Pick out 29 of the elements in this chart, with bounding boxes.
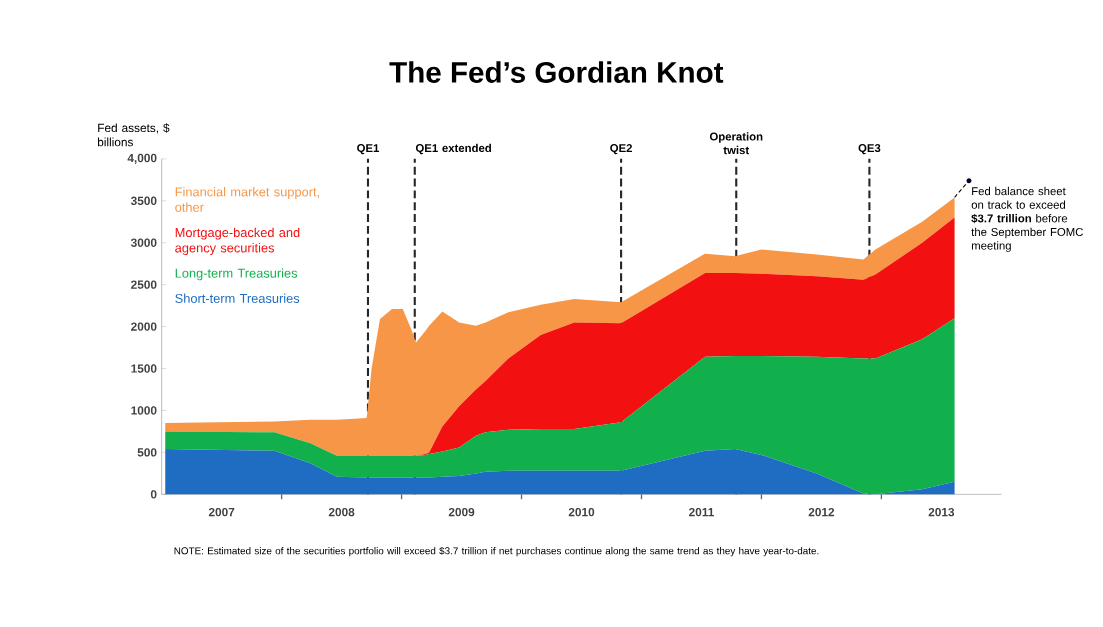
ref-line-label: QE3 bbox=[858, 144, 881, 155]
x-tick-label: 2008 bbox=[328, 508, 355, 517]
y-tick-label: 2000 bbox=[131, 322, 157, 332]
y-tick-label: 1500 bbox=[131, 364, 157, 373]
ref-line-label: Operation twist bbox=[709, 132, 763, 155]
y-tick-label: 1000 bbox=[131, 406, 157, 415]
x-tick-label: 2009 bbox=[448, 508, 475, 517]
x-tick-label: 2013 bbox=[928, 508, 955, 517]
ref-line-label: QE1 bbox=[357, 144, 380, 155]
text: Mortgage-backed and agency securities bbox=[175, 227, 300, 256]
ref-line-label: QE2 bbox=[610, 144, 632, 155]
y-axis-title: Fed assets, $ billions bbox=[97, 123, 170, 147]
chart-title: The Fed’s Gordian Knot bbox=[389, 61, 724, 84]
text: NOTE: Estimated size of the securities portfolio will exceed $3.7 trillion if net purchases continue along the same trend as they have year-to-date. bbox=[174, 547, 819, 557]
x-tick-label: 2010 bbox=[568, 508, 595, 517]
text: Long-term Treasuries bbox=[175, 268, 298, 281]
x-tick-label: 2011 bbox=[689, 508, 714, 517]
y-tick-label: 3000 bbox=[130, 238, 157, 248]
x-tick-label: 2012 bbox=[808, 508, 835, 517]
y-tick-label: 500 bbox=[137, 448, 157, 457]
ref-line-label: QE1 extended bbox=[415, 143, 491, 155]
x-tick-label: 2007 bbox=[208, 508, 235, 517]
y-tick-label: 0 bbox=[150, 490, 157, 499]
text: Short-term Treasuries bbox=[175, 293, 300, 304]
y-tick-label: 2500 bbox=[131, 280, 157, 290]
y-tick-label: 4,000 bbox=[127, 154, 157, 165]
y-tick-label: 3500 bbox=[130, 196, 157, 206]
annotation: Fed balance sheet on track to exceed $3.7 trillion before the September FOMC meeting bbox=[971, 187, 1083, 253]
text: Financial market support, other bbox=[175, 187, 319, 213]
